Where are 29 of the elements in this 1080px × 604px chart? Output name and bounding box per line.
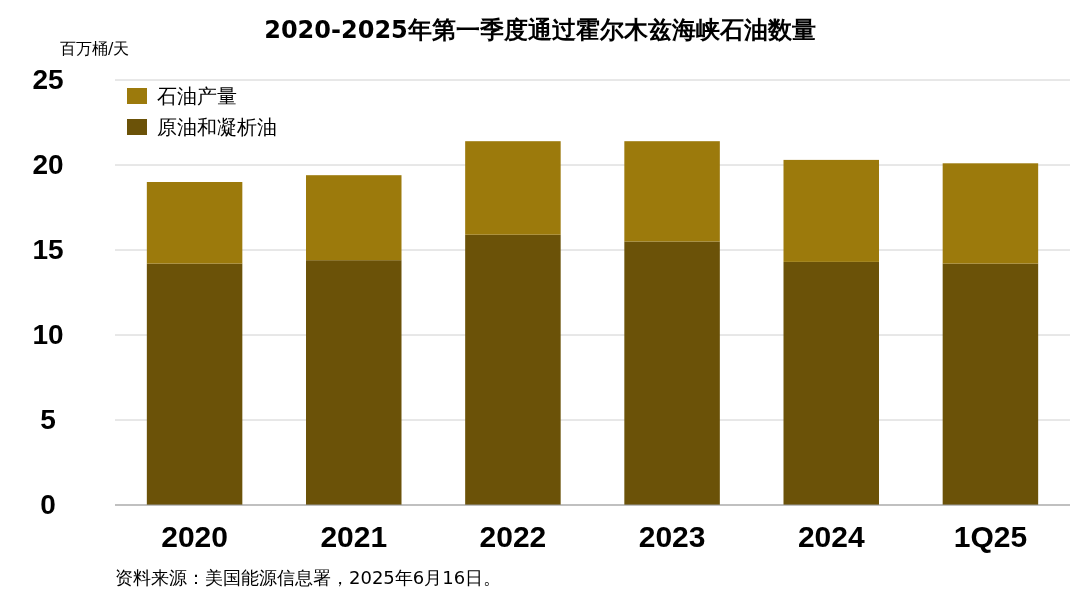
y-axis-title: 百万桶/天 — [60, 39, 130, 58]
legend-label: 原油和凝析油 — [157, 115, 277, 139]
y-tick-label: 0 — [40, 489, 56, 520]
x-tick-label: 2023 — [638, 520, 706, 553]
y-tick-label: 10 — [32, 319, 64, 350]
x-tick-label: 1Q25 — [953, 520, 1028, 553]
y-tick-label: 25 — [32, 64, 64, 95]
x-tick-label: 2021 — [320, 520, 388, 553]
text: 资料来源：美国能源信息署，2025年6月16日。 — [115, 567, 502, 588]
y-tick-label: 20 — [32, 149, 64, 180]
bar — [942, 163, 1039, 264]
x-tick-label: 2020 — [161, 520, 228, 553]
bar — [783, 159, 879, 262]
x-tick-label: 2024 — [797, 520, 865, 553]
x-tick-label: 2022 — [479, 520, 547, 553]
bar — [306, 260, 402, 505]
bar — [942, 263, 1039, 505]
bar — [783, 261, 879, 505]
legend-label: 石油产量 — [157, 84, 237, 108]
bar — [624, 141, 720, 242]
bar — [465, 141, 561, 235]
bar — [306, 175, 402, 261]
bar — [624, 241, 720, 505]
bar — [146, 263, 243, 505]
y-tick-label: 15 — [32, 234, 64, 265]
bar — [465, 234, 561, 505]
bar — [146, 182, 243, 264]
chart-title: 2020-2025年第一季度通过霍尔木兹海峡石油数量 — [264, 16, 816, 44]
y-tick-label: 5 — [40, 404, 56, 435]
